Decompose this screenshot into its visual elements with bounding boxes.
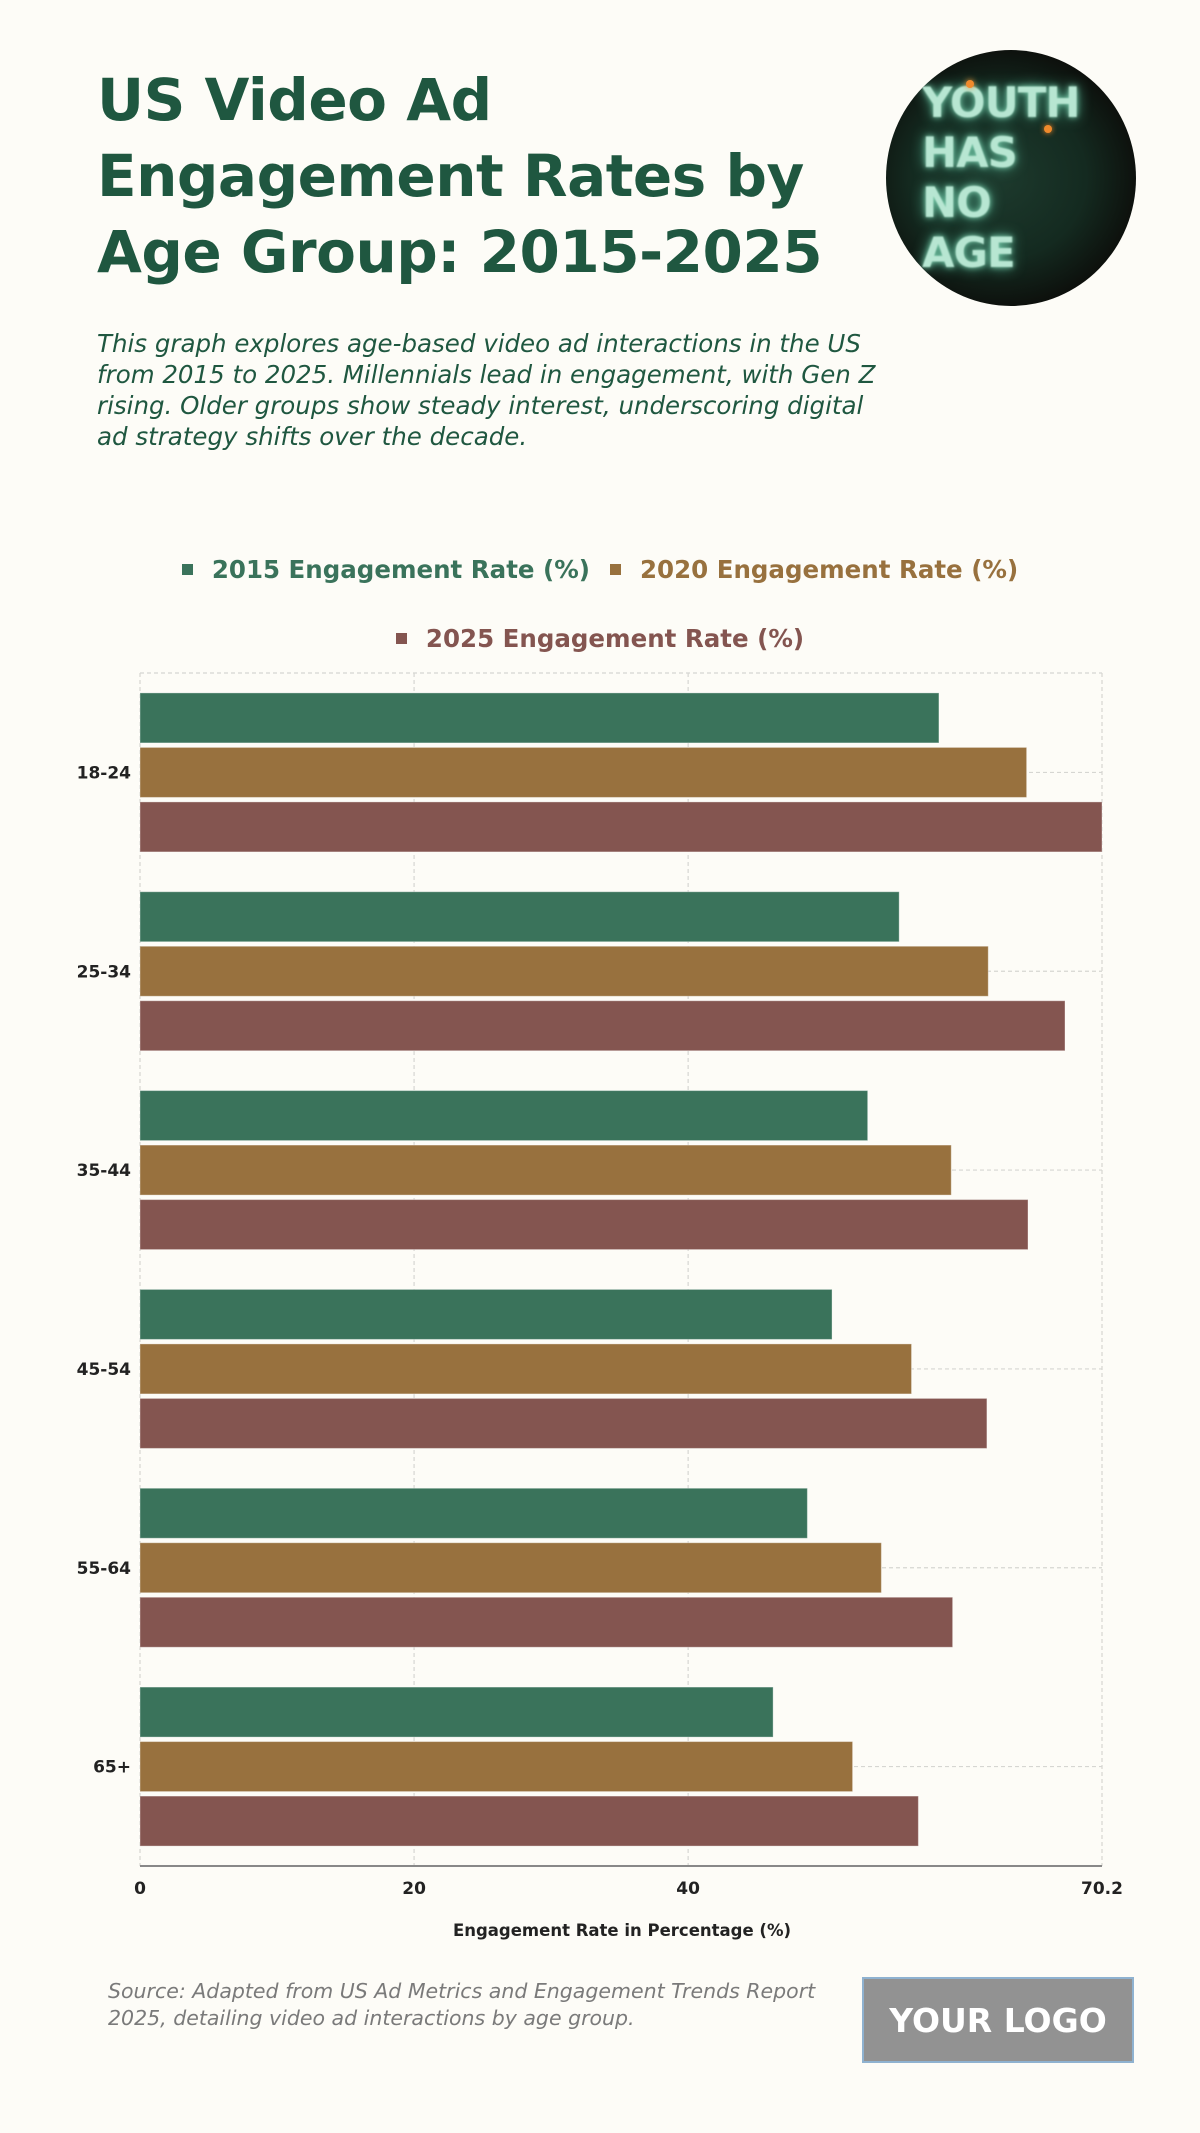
legend-label-2025: 2025 Engagement Rate (%) (425, 624, 805, 653)
y-tick-label: 18-24 (77, 763, 132, 783)
legend-row-2: 2025 Engagement Rate (%) (0, 624, 1200, 653)
legend-swatch-2025-icon (395, 633, 407, 644)
bar-35-44-2025 (139, 1199, 1029, 1251)
bar-45-54-2015 (139, 1288, 833, 1340)
bar-chart: 18-24 25-34 35-44 45-54 55-64 65+ 0 20 40 70.2 Eng… (77, 672, 1123, 1940)
legend-item-2025: 2025 Engagement Rate (%) (395, 624, 805, 653)
x-tick-label: 0 (134, 1879, 146, 1899)
bar-55-64-2025 (139, 1596, 954, 1648)
light-dot-icon (1044, 125, 1052, 133)
legend-swatch-2015-icon (181, 564, 193, 575)
sign-line: NO (922, 178, 992, 227)
legend-swatch-2020-icon (610, 564, 621, 575)
y-tick-label: 35-44 (77, 1161, 132, 1181)
legend-label-2015: 2015 Engagement Rate (%) (211, 555, 590, 584)
bar-55-64-2020 (139, 1542, 882, 1594)
bar-25-34-2015 (139, 891, 900, 943)
bar-25-34-2020 (139, 945, 989, 997)
legend-row-1: 2015 Engagement Rate (%) 2020 Engagement… (0, 555, 1200, 584)
sign-line: AGE (922, 228, 1016, 277)
logo-placeholder: YOUR LOGO (862, 1977, 1134, 2063)
hero-image: YOUTH HAS NO AGE (886, 50, 1136, 306)
x-tick-label: 40 (676, 1879, 700, 1899)
light-dot-icon (966, 80, 974, 88)
x-axis-title: Engagement Rate in Percentage (%) (453, 1921, 791, 1940)
bar-18-24-2025 (139, 801, 1103, 853)
legend-item-2015: 2015 Engagement Rate (%) (181, 555, 590, 584)
bar-25-34-2025 (139, 1000, 1066, 1052)
bar-18-24-2020 (139, 746, 1028, 798)
bar-65+-2015 (139, 1686, 774, 1738)
bar-65+-2020 (139, 1741, 854, 1793)
bar-18-24-2015 (139, 692, 940, 744)
bar-65+-2025 (139, 1795, 919, 1847)
y-tick-label: 45-54 (77, 1360, 132, 1380)
legend-item-2020: 2020 Engagement Rate (%) (610, 555, 1018, 584)
sign-line: YOUTH (922, 78, 1081, 127)
bar-35-44-2015 (139, 1090, 869, 1142)
y-tick-label: 25-34 (77, 962, 132, 982)
page-subtitle: This graph explores age-based video ad i… (97, 329, 876, 451)
neon-sign-text: YOUTH HAS NO AGE (922, 78, 1081, 278)
bar-45-54-2020 (139, 1343, 913, 1395)
bar-35-44-2020 (139, 1144, 952, 1196)
bar-55-64-2015 (139, 1487, 808, 1539)
y-tick-label: 65+ (93, 1758, 131, 1778)
legend-label-2020: 2020 Engagement Rate (%) (640, 555, 1019, 584)
bar-45-54-2025 (139, 1397, 988, 1449)
page-title: US Video Ad Engagement Rates by Age Grou… (97, 66, 823, 286)
y-tick-label: 55-64 (77, 1559, 132, 1579)
x-tick-label: 20 (402, 1879, 426, 1899)
x-tick-label: 70.2 (1081, 1879, 1123, 1899)
source-note: Source: Adapted from US Ad Metrics and E… (108, 1979, 816, 2030)
sign-line: HAS (922, 128, 1018, 177)
